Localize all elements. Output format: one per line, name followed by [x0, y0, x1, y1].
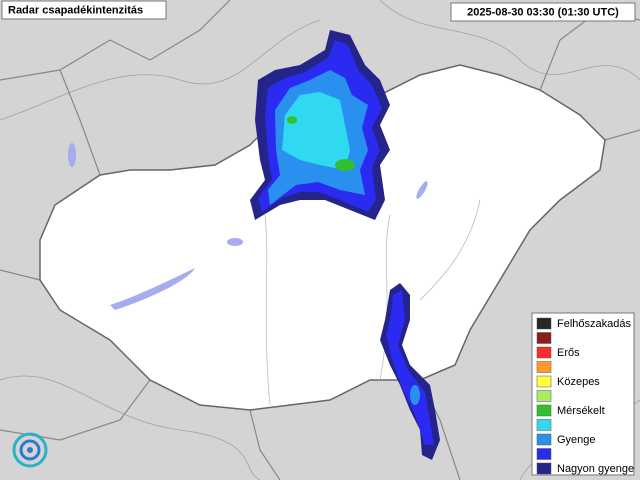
legend-swatch: [536, 346, 552, 359]
logo: [12, 432, 48, 468]
legend-swatch: [536, 419, 552, 431]
timestamp-box: [450, 2, 636, 22]
legend: Felhőszakadás Erős Közepes Mérsékelt Gyenge N…: [536, 317, 634, 475]
legend-swatch: [536, 361, 552, 373]
legend-label: Nagyon gyenge: [557, 463, 634, 475]
legend-label: Közepes: [557, 376, 600, 388]
legend-label: Felhőszakadás: [557, 318, 631, 330]
legend-swatch: [536, 390, 552, 402]
legend-swatch: [536, 375, 552, 388]
country: [39, 64, 606, 411]
legend-swatch: [536, 448, 552, 460]
title: Radar csapadékintenzitás: [8, 4, 143, 16]
legend-swatch: [536, 433, 552, 446]
inner-rivers: [264, 199, 481, 406]
legend-swatch: [536, 404, 552, 417]
timestamp: 2025-08-30 03:30 (01:30 UTC): [467, 6, 619, 18]
lakes: [68, 143, 428, 310]
legend-label: Erős: [557, 347, 580, 359]
legend-swatch: [536, 462, 552, 475]
title-box: [1, 0, 167, 20]
legend-swatch: [536, 317, 552, 330]
legend-label: Gyenge: [557, 434, 596, 446]
legend-label: Mérsékelt: [557, 405, 605, 417]
legend-swatch: [536, 332, 552, 344]
radar-echoes: [250, 30, 440, 460]
